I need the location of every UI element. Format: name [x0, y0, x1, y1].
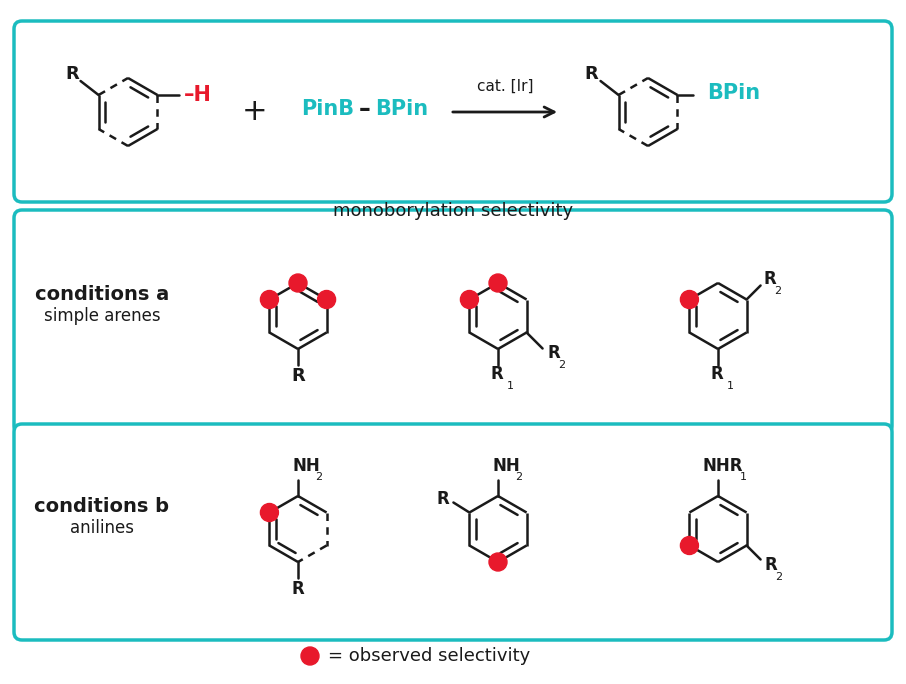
Text: PinB: PinB [302, 99, 354, 119]
Text: = observed selectivity: = observed selectivity [328, 647, 530, 665]
Circle shape [680, 291, 699, 308]
Circle shape [318, 291, 335, 308]
Text: R: R [491, 365, 504, 383]
Text: 1: 1 [507, 381, 514, 391]
Text: NHR: NHR [702, 457, 743, 475]
FancyBboxPatch shape [14, 210, 892, 434]
Text: –H: –H [183, 85, 211, 105]
Text: 2: 2 [559, 360, 565, 369]
FancyBboxPatch shape [14, 21, 892, 202]
Text: NH: NH [492, 457, 520, 475]
Text: 2: 2 [515, 472, 522, 482]
Text: conditions a: conditions a [34, 285, 169, 304]
Text: conditions b: conditions b [34, 497, 169, 516]
Text: 1: 1 [727, 381, 734, 391]
Circle shape [460, 291, 478, 308]
Text: 2: 2 [315, 472, 323, 482]
Text: R: R [765, 555, 777, 573]
Text: simple arenes: simple arenes [43, 307, 160, 325]
Text: R: R [65, 65, 80, 83]
Text: R: R [436, 490, 448, 508]
Text: R: R [292, 580, 304, 598]
Circle shape [289, 274, 307, 292]
Text: monoborylation selectivity: monoborylation selectivity [333, 202, 573, 220]
Text: 2: 2 [776, 572, 783, 581]
Text: BPin: BPin [707, 83, 760, 103]
Circle shape [260, 291, 278, 308]
Text: BPin: BPin [375, 99, 429, 119]
Text: R: R [584, 65, 599, 83]
Circle shape [489, 553, 507, 571]
Circle shape [680, 536, 699, 555]
Text: NH: NH [292, 457, 320, 475]
Text: R: R [291, 367, 305, 385]
Text: +: + [242, 98, 268, 127]
Text: R: R [710, 365, 723, 383]
Text: cat. [Ir]: cat. [Ir] [477, 79, 534, 94]
Text: –: – [359, 97, 371, 121]
Text: 2: 2 [775, 287, 782, 296]
FancyBboxPatch shape [14, 424, 892, 640]
Text: anilines: anilines [70, 519, 134, 537]
Text: R: R [764, 270, 776, 289]
Text: 1: 1 [740, 472, 747, 482]
Text: R: R [547, 343, 560, 362]
Circle shape [260, 503, 278, 521]
Circle shape [489, 274, 507, 292]
Circle shape [301, 647, 319, 665]
